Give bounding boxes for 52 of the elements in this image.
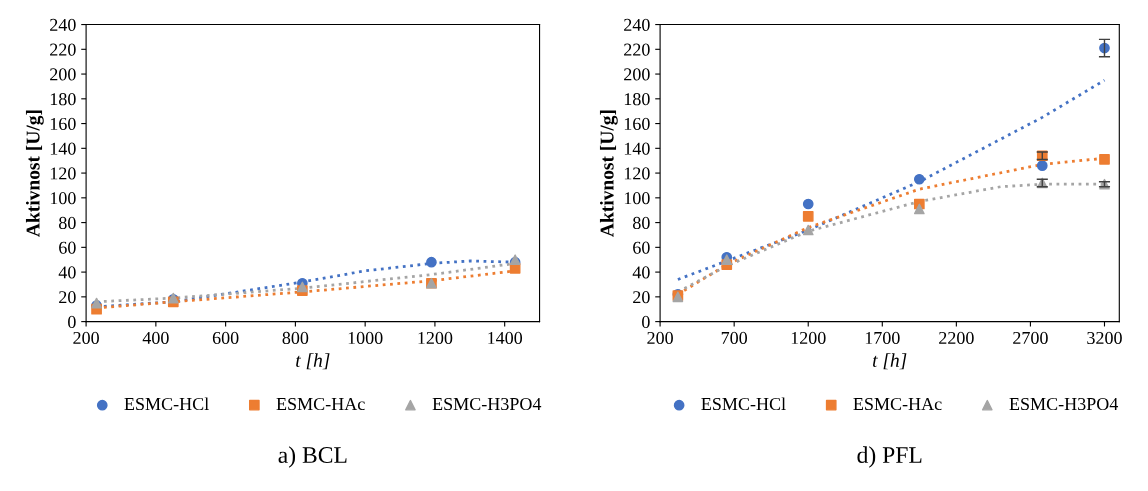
- y-tick-label: 200: [624, 68, 650, 81]
- y-tick-label: 120: [624, 167, 650, 180]
- y-axis-title: Aktivnost [U/g]: [599, 110, 618, 237]
- y-tick-label: 240: [50, 18, 76, 31]
- x-tick-label: 200: [647, 331, 673, 345]
- y-tick-label: 40: [632, 266, 650, 279]
- x-tick-label: 200: [73, 331, 99, 345]
- legend-label: ESMC-H3PO4: [1009, 397, 1119, 411]
- y-tick-label: 0: [68, 315, 76, 329]
- y-tick-label: 160: [624, 117, 650, 131]
- x-tick-label: 400: [142, 331, 169, 345]
- text: d) PFL: [857, 446, 922, 468]
- legend-label: ESMC-HAc: [276, 397, 365, 411]
- x-axis-title: t [h]: [296, 353, 330, 370]
- y-tick-label: 60: [59, 241, 76, 254]
- x-tick-label: 2200: [939, 331, 974, 345]
- y-tick-label: 120: [50, 167, 76, 180]
- x-tick-label: 600: [212, 331, 239, 345]
- x-tick-label: 1200: [791, 331, 826, 345]
- y-tick-label: 180: [624, 93, 650, 106]
- y-tick-label: 0: [642, 315, 650, 329]
- x-tick-label: 1700: [865, 331, 900, 345]
- x-tick-label: 800: [282, 331, 309, 345]
- y-tick-label: 80: [633, 216, 650, 230]
- y-tick-label: 160: [50, 117, 76, 131]
- x-tick-label: 700: [721, 331, 748, 345]
- y-tick-label: 220: [624, 43, 650, 56]
- legend-label: ESMC-HCl: [701, 397, 786, 411]
- y-tick-label: 20: [59, 291, 76, 304]
- x-tick-label: 1200: [418, 331, 453, 345]
- y-tick-label: 40: [58, 266, 76, 279]
- x-tick-label: 3200: [1087, 331, 1122, 345]
- y-tick-label: 140: [50, 142, 76, 155]
- y-tick-label: 100: [50, 192, 76, 205]
- y-tick-label: 80: [59, 216, 76, 230]
- legend-label: ESMC-H3PO4: [432, 397, 542, 411]
- y-tick-label: 200: [50, 68, 76, 81]
- y-tick-label: 180: [50, 93, 76, 106]
- y-tick-label: 60: [633, 241, 650, 254]
- y-tick-label: 220: [50, 43, 76, 56]
- x-tick-label: 1400: [488, 331, 523, 345]
- y-tick-label: 100: [624, 192, 650, 205]
- text: a) BCL: [278, 446, 347, 468]
- legend-label: ESMC-HAc: [853, 397, 942, 411]
- x-tick-label: 2700: [1013, 331, 1048, 345]
- legend-label: ESMC-HCl: [124, 397, 209, 411]
- y-tick-label: 20: [633, 291, 650, 304]
- x-axis-title: t [h]: [872, 353, 907, 370]
- y-axis-title: Aktivnost [U/g]: [25, 110, 44, 237]
- y-tick-label: 240: [624, 18, 650, 31]
- y-tick-label: 140: [624, 142, 650, 155]
- x-tick-label: 1000: [348, 331, 383, 345]
